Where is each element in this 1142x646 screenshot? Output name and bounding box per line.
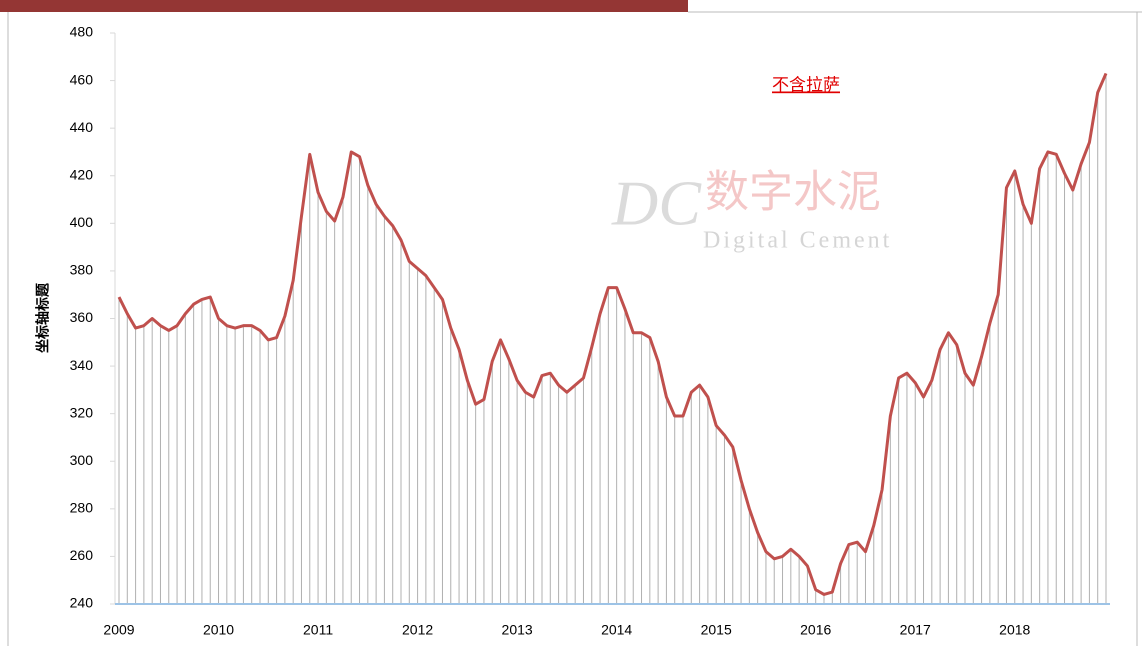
y-axis-title: 坐标轴标题 bbox=[35, 282, 51, 353]
y-tick-label: 340 bbox=[70, 357, 94, 373]
x-tick-label: 2014 bbox=[601, 622, 632, 638]
watermark-name: 数字水泥 bbox=[705, 168, 881, 217]
data-line bbox=[117, 72, 1108, 596]
y-tick-label: 480 bbox=[70, 24, 94, 40]
y-tick-label: 360 bbox=[70, 309, 94, 325]
x-tick-label: 2015 bbox=[701, 622, 732, 638]
watermark-logo: DC bbox=[611, 168, 702, 239]
y-tick-label: 260 bbox=[70, 547, 94, 563]
x-tick-label: 2012 bbox=[402, 622, 433, 638]
annotation: 不含拉萨 bbox=[772, 75, 840, 94]
y-tick-label: 420 bbox=[70, 166, 94, 182]
x-tick-label: 2011 bbox=[303, 622, 333, 638]
x-tick-label: 2018 bbox=[999, 622, 1030, 638]
x-tick-label: 2016 bbox=[800, 622, 831, 638]
watermark: DC 数字水泥 Digital Cement bbox=[611, 168, 892, 254]
y-tick-label: 280 bbox=[70, 500, 94, 516]
y-tick-label: 320 bbox=[70, 404, 94, 420]
y-tick-label: 240 bbox=[70, 595, 94, 611]
x-tick-label: 2017 bbox=[900, 622, 931, 638]
header-bar bbox=[0, 0, 688, 12]
y-tick-label: 440 bbox=[70, 119, 94, 135]
y-tick-label: 400 bbox=[70, 214, 94, 230]
y-tick-label: 460 bbox=[70, 71, 94, 87]
x-tick-label: 2013 bbox=[502, 622, 533, 638]
y-tick-label: 300 bbox=[70, 452, 94, 468]
watermark-name-en: Digital Cement bbox=[703, 228, 892, 254]
x-tick-label: 2009 bbox=[103, 622, 134, 638]
y-tick-label: 380 bbox=[70, 262, 94, 278]
x-tick-label: 2010 bbox=[203, 622, 234, 638]
